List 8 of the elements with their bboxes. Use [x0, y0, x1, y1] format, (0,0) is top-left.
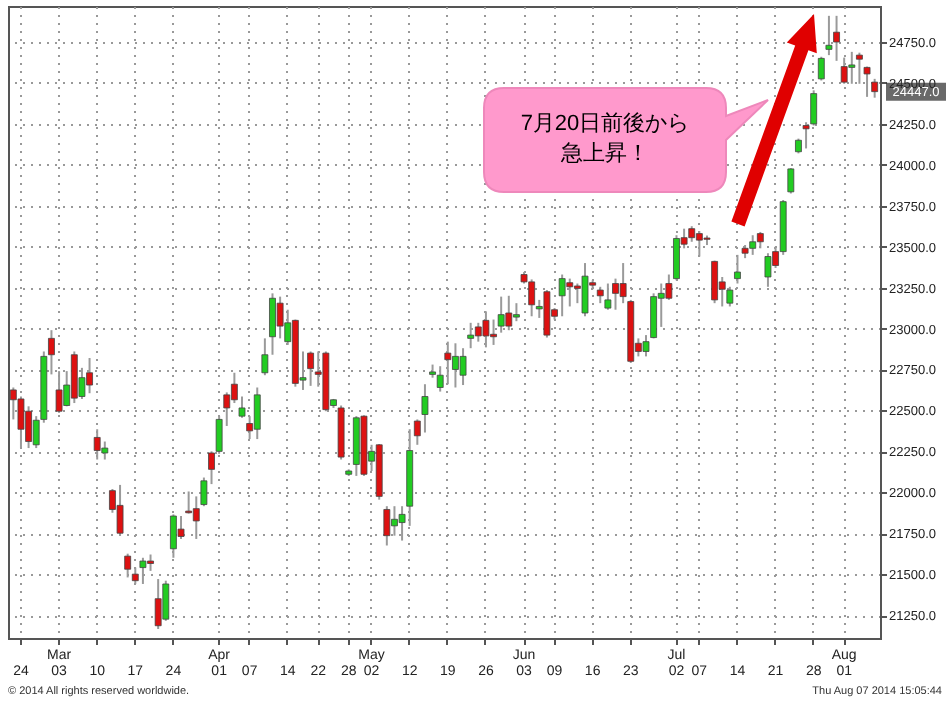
annotation: 急上昇！	[561, 140, 649, 170]
candlestick	[749, 234, 757, 256]
annotation: 7月20日前後から	[520, 110, 690, 140]
candlestick	[116, 483, 124, 537]
candlestick	[612, 277, 619, 311]
candlestick	[513, 302, 520, 323]
candlestick	[711, 259, 718, 305]
candlestick	[604, 282, 612, 311]
